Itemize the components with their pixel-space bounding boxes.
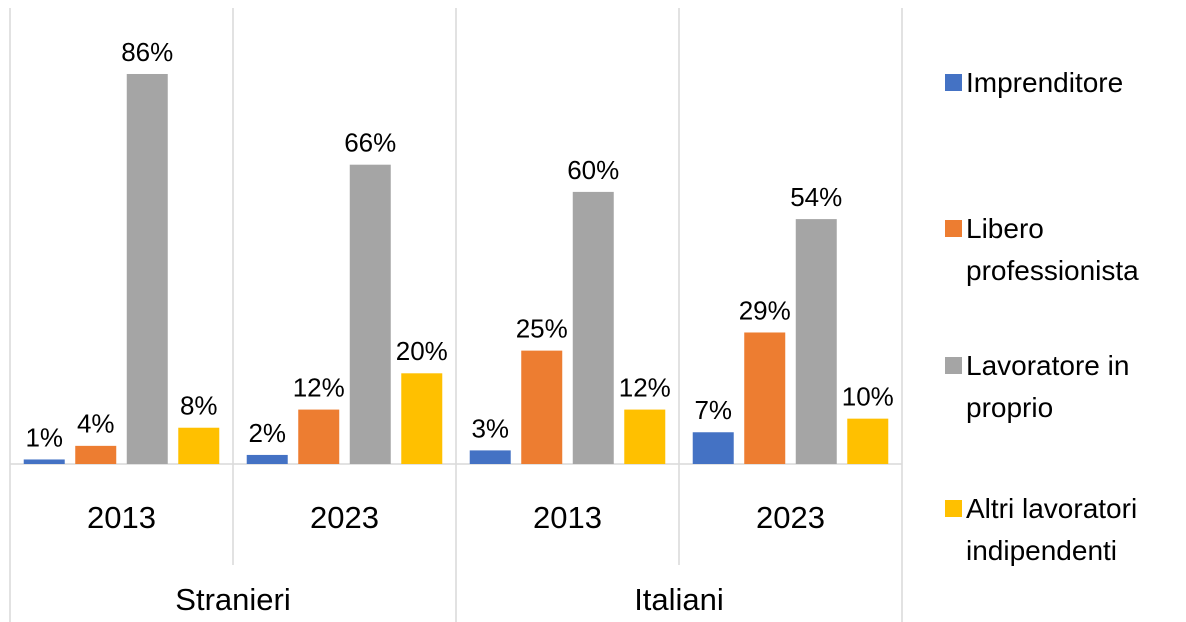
data-label: 60% <box>567 155 619 185</box>
bar <box>23 459 65 464</box>
legend-swatch <box>945 500 962 517</box>
data-label: 25% <box>516 314 568 344</box>
legend-entry: Lavoratore in proprio <box>945 345 1180 429</box>
x-tick-label: 2023 <box>310 500 379 535</box>
bar <box>624 409 666 464</box>
legend-label: Libero professionista <box>966 213 1139 286</box>
bar <box>469 450 511 464</box>
legend-label: Imprenditore <box>966 67 1124 98</box>
legend-swatch <box>945 220 962 237</box>
bar <box>349 164 391 464</box>
bar <box>744 332 786 464</box>
group-label: Stranieri <box>175 582 290 617</box>
bar <box>75 445 117 464</box>
data-label: 1% <box>25 422 63 452</box>
legend-label: Lavoratore in proprio <box>966 350 1130 423</box>
x-tick-label: 2023 <box>756 500 825 535</box>
bar <box>521 350 563 464</box>
legend-label: Altri lavoratori indipendenti <box>966 493 1138 566</box>
bar <box>298 409 340 464</box>
data-label: 12% <box>293 372 345 402</box>
legend-entry: Libero professionista <box>945 208 1180 292</box>
bar <box>847 418 889 464</box>
x-tick-label: 2013 <box>87 500 156 535</box>
bar <box>178 427 220 464</box>
data-label: 54% <box>790 182 842 212</box>
legend-entry: Altri lavoratori indipendenti <box>945 488 1180 572</box>
data-label: 66% <box>344 128 396 158</box>
group-label: Italiani <box>634 582 724 617</box>
data-label: 20% <box>396 336 448 366</box>
data-label: 12% <box>619 372 671 402</box>
data-label: 4% <box>77 409 115 439</box>
data-label: 2% <box>248 418 286 448</box>
x-tick-label: 2013 <box>533 500 602 535</box>
bar <box>795 219 837 464</box>
data-label: 86% <box>121 37 173 67</box>
bar <box>126 73 168 465</box>
data-label: 10% <box>842 382 894 412</box>
data-label: 3% <box>471 413 509 443</box>
data-label: 8% <box>180 391 218 421</box>
legend-swatch <box>945 74 962 91</box>
bar <box>401 373 443 464</box>
legend-entry: Imprenditore <box>945 62 1180 104</box>
bar <box>692 432 734 464</box>
bar <box>246 454 288 464</box>
data-label: 29% <box>739 295 791 325</box>
data-label: 7% <box>694 395 732 425</box>
legend-swatch <box>945 357 962 374</box>
bar <box>572 191 614 464</box>
